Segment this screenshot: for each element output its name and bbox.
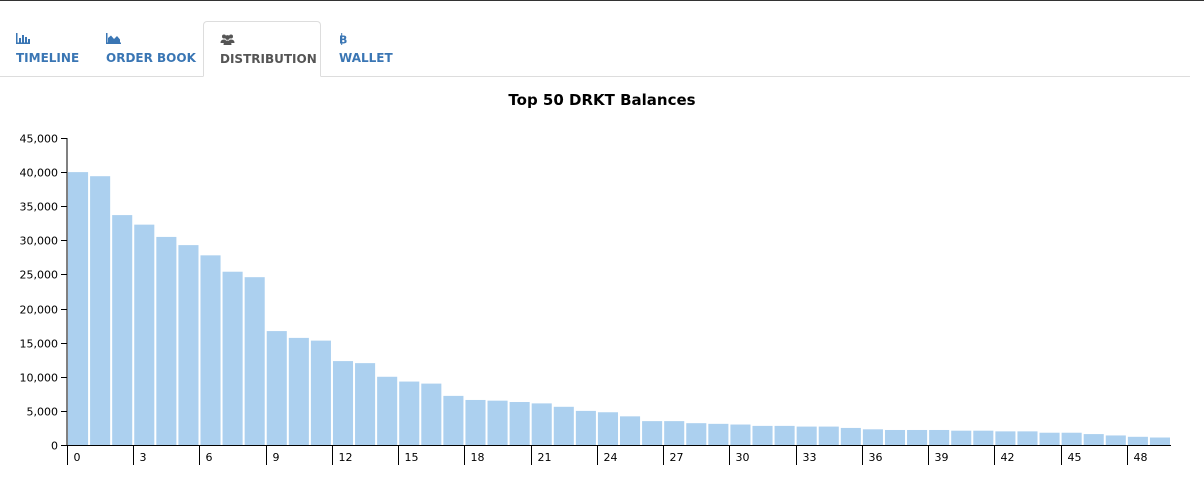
bar bbox=[1149, 437, 1170, 445]
bar bbox=[421, 383, 442, 445]
x-tick-label: 9 bbox=[273, 451, 280, 464]
x-tick-label: 30 bbox=[736, 451, 750, 464]
area-chart-icon bbox=[106, 33, 121, 44]
bar bbox=[68, 172, 89, 446]
bar bbox=[995, 431, 1016, 445]
bar-chart-icon bbox=[16, 33, 30, 44]
x-tick-label: 15 bbox=[405, 451, 419, 464]
bar bbox=[840, 427, 861, 445]
bar bbox=[178, 245, 199, 445]
bar bbox=[597, 412, 618, 445]
bar-chart: 0 5,000 10,000 15,000 20,000 25,000 30,000 35,0… bbox=[20, 133, 1171, 465]
bar bbox=[664, 421, 685, 445]
bar bbox=[973, 430, 994, 445]
tab-timeline-label: TIMELINE bbox=[16, 51, 80, 65]
bar bbox=[752, 425, 773, 445]
y-tick-label: 0 bbox=[51, 440, 58, 453]
y-tick-label: 10,000 bbox=[20, 372, 59, 385]
x-tick-label: 3 bbox=[140, 451, 147, 464]
x-tick-label: 12 bbox=[339, 451, 353, 464]
bar bbox=[553, 406, 574, 445]
tab-wallet-label: WALLET bbox=[339, 51, 393, 65]
y-tick-label: 25,000 bbox=[20, 269, 59, 282]
tab-timeline[interactable]: TIMELINE bbox=[6, 21, 94, 76]
tab-order-book-label: ORDER BOOK bbox=[106, 51, 196, 65]
y-tick-label: 35,000 bbox=[20, 201, 59, 214]
bar bbox=[288, 337, 309, 445]
bar bbox=[355, 363, 376, 445]
bar bbox=[244, 277, 265, 445]
x-tick-label: 24 bbox=[604, 451, 618, 464]
chart-title: Top 50 DRKT Balances bbox=[508, 91, 696, 109]
bar bbox=[465, 399, 486, 445]
bar bbox=[90, 176, 111, 445]
bar bbox=[796, 426, 817, 445]
x-tick-label: 21 bbox=[538, 451, 552, 464]
x-tick-label: 27 bbox=[670, 451, 684, 464]
bar bbox=[774, 425, 795, 445]
bar bbox=[818, 426, 839, 445]
distribution-chart: Top 50 DRKT Balances 0 5,000 10,000 15,000 2… bbox=[0, 80, 1204, 485]
x-tick-label: 42 bbox=[1001, 451, 1015, 464]
bar bbox=[708, 423, 729, 445]
bar bbox=[642, 421, 663, 445]
svg-text:B: B bbox=[339, 34, 347, 46]
bar bbox=[1061, 432, 1082, 445]
bar bbox=[200, 255, 221, 445]
bar bbox=[929, 429, 950, 445]
bar bbox=[1105, 435, 1126, 445]
bar bbox=[620, 416, 641, 445]
bar bbox=[686, 423, 707, 445]
bar bbox=[1017, 431, 1038, 445]
bitcoin-icon: B bbox=[339, 33, 347, 46]
bar bbox=[399, 381, 420, 445]
x-tick-label: 36 bbox=[869, 451, 883, 464]
bar bbox=[112, 215, 133, 445]
y-tick-label: 5,000 bbox=[27, 406, 59, 419]
bar bbox=[134, 224, 155, 445]
x-tick-label: 45 bbox=[1068, 451, 1082, 464]
bar bbox=[487, 400, 508, 445]
bar bbox=[1127, 436, 1148, 445]
users-icon bbox=[220, 34, 235, 45]
bar bbox=[1083, 434, 1104, 445]
bar bbox=[310, 340, 331, 445]
bar bbox=[730, 424, 751, 445]
x-tick-label: 0 bbox=[74, 451, 81, 464]
tab-bar: TIMELINE ORDER BOOK DISTRIBUTION B WALLE… bbox=[0, 21, 1190, 77]
tab-order-book[interactable]: ORDER BOOK bbox=[96, 21, 200, 76]
x-tick-label: 48 bbox=[1134, 451, 1148, 464]
top-border bbox=[0, 0, 1204, 1]
tab-distribution-label: DISTRIBUTION bbox=[220, 52, 317, 66]
bar bbox=[862, 429, 883, 445]
bar bbox=[575, 410, 596, 445]
y-tick-label: 20,000 bbox=[20, 304, 59, 317]
bar bbox=[266, 331, 287, 445]
tab-distribution[interactable]: DISTRIBUTION bbox=[203, 21, 321, 77]
bar bbox=[222, 271, 243, 445]
y-tick-label: 45,000 bbox=[20, 133, 59, 146]
bar bbox=[1039, 432, 1060, 445]
bar bbox=[531, 403, 552, 445]
bar bbox=[907, 429, 928, 445]
bar bbox=[951, 430, 972, 445]
x-tick-label: 33 bbox=[803, 451, 817, 464]
bar bbox=[443, 395, 464, 445]
bar bbox=[156, 236, 177, 445]
bar bbox=[377, 376, 398, 445]
bar bbox=[509, 402, 530, 445]
x-tick-label: 39 bbox=[935, 451, 949, 464]
y-tick-label: 30,000 bbox=[20, 235, 59, 248]
tab-wallet[interactable]: B WALLET bbox=[328, 21, 408, 76]
y-tick-label: 40,000 bbox=[20, 167, 59, 180]
x-tick-label: 18 bbox=[471, 451, 485, 464]
y-tick-label: 15,000 bbox=[20, 338, 59, 351]
x-tick-label: 6 bbox=[206, 451, 213, 464]
bar bbox=[332, 361, 354, 445]
bar bbox=[884, 429, 906, 445]
